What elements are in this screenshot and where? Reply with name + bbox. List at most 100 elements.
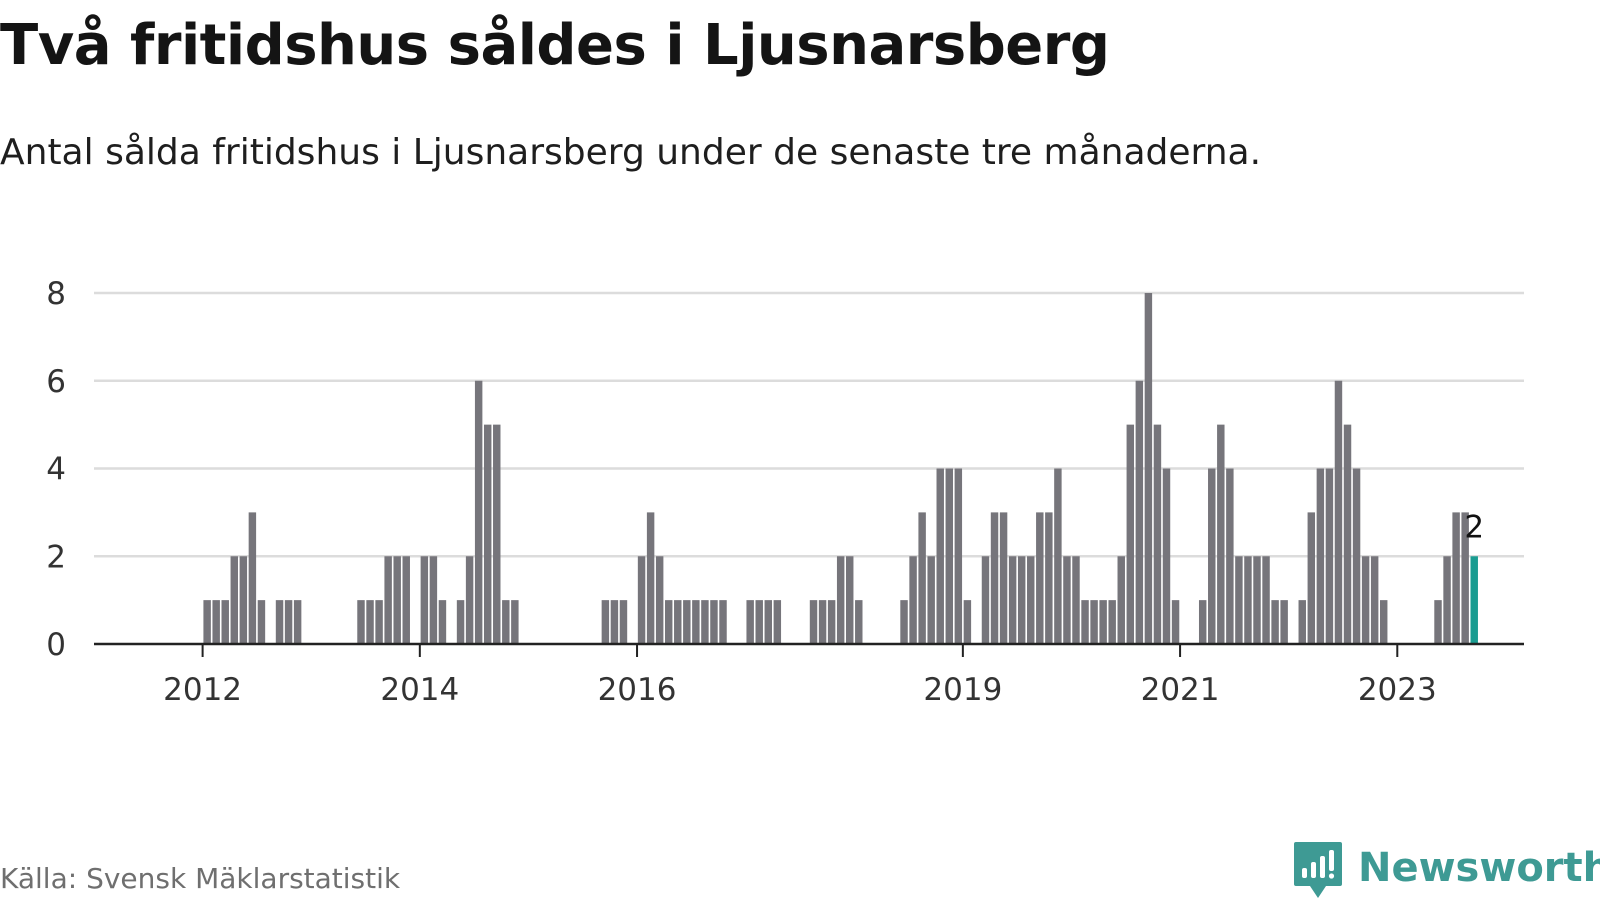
bar — [1054, 468, 1062, 644]
bar — [375, 600, 383, 645]
highlighted-bar — [1470, 556, 1478, 644]
bar — [1045, 512, 1053, 645]
bar — [1461, 512, 1469, 645]
bar — [619, 600, 628, 645]
bar — [1108, 600, 1116, 645]
y-tick-label: 8 — [46, 276, 66, 312]
bar — [936, 468, 944, 644]
bar — [701, 600, 709, 645]
bar — [493, 424, 501, 645]
brand: Newsworthy — [1292, 840, 1600, 900]
bar — [1361, 556, 1370, 644]
bar — [402, 556, 410, 644]
bar — [963, 600, 972, 645]
bar — [846, 556, 854, 644]
y-axis-tick-labels: 0 2 4 6 8 — [46, 276, 66, 663]
bar — [1063, 556, 1071, 644]
bar — [646, 512, 655, 645]
bar — [1153, 424, 1162, 645]
bar — [465, 556, 474, 644]
bar — [1316, 468, 1325, 644]
bar — [1126, 424, 1135, 645]
x-axis — [94, 642, 1524, 657]
y-tick-label: 4 — [46, 452, 66, 488]
source-note: Källa: Svensk Mäklarstatistik — [0, 862, 401, 895]
bar — [918, 512, 926, 645]
bar — [1090, 600, 1098, 645]
bar — [1008, 556, 1017, 644]
bar — [1226, 468, 1234, 644]
bar — [1081, 600, 1089, 645]
bar — [755, 600, 763, 645]
bar — [1135, 380, 1144, 644]
bar — [1379, 600, 1388, 645]
bar — [1271, 600, 1279, 645]
bar — [610, 600, 619, 645]
bar — [945, 468, 954, 644]
bar — [954, 468, 963, 644]
bar — [1017, 556, 1026, 644]
bar — [1099, 600, 1107, 645]
bar — [1244, 556, 1252, 644]
bar — [1198, 600, 1207, 645]
bar — [692, 600, 700, 645]
bar — [999, 512, 1008, 645]
bar — [1343, 424, 1352, 645]
x-tick-label: 2014 — [380, 672, 459, 708]
bar — [1262, 556, 1270, 644]
bar — [1253, 556, 1261, 644]
bar — [456, 600, 465, 645]
y-tick-label: 2 — [46, 539, 66, 575]
y-tick-label: 6 — [46, 364, 66, 400]
bar — [637, 556, 646, 644]
bar — [900, 600, 908, 645]
bar — [1334, 380, 1343, 644]
bar — [909, 556, 917, 644]
chart-title: Två fritidshus såldes i Ljusnarsberg — [0, 13, 1110, 78]
bar — [1307, 512, 1316, 645]
x-tick-label: 2012 — [163, 672, 242, 708]
bar — [438, 600, 447, 645]
bar — [230, 556, 239, 644]
bar — [420, 556, 429, 644]
bar — [1280, 600, 1288, 645]
bar — [1027, 556, 1035, 644]
bar — [1370, 556, 1379, 644]
x-tick-label: 2021 — [1141, 672, 1220, 708]
bar — [655, 556, 664, 644]
x-tick-label: 2023 — [1358, 672, 1437, 708]
bar — [393, 556, 401, 644]
bar — [927, 556, 935, 644]
bar — [1162, 468, 1171, 644]
bar — [1217, 424, 1225, 645]
bar — [212, 600, 220, 645]
bar — [710, 600, 718, 645]
bar — [1325, 468, 1334, 644]
bar — [1117, 556, 1125, 644]
bar — [511, 600, 519, 645]
bar — [275, 600, 284, 645]
x-tick-label: 2016 — [598, 672, 677, 708]
brand-name: Newsworthy — [1358, 845, 1600, 891]
bar — [502, 600, 510, 645]
bars — [203, 293, 1478, 645]
bar — [990, 512, 999, 645]
x-tick-label: 2019 — [923, 672, 1002, 708]
bar — [1171, 600, 1180, 645]
bar — [221, 600, 229, 645]
bar — [203, 600, 211, 645]
bar — [818, 600, 827, 645]
bar — [1036, 512, 1044, 645]
bar — [855, 600, 863, 645]
x-axis-tick-labels: 2012 2014 2016 2019 2021 2023 — [163, 672, 1437, 708]
bar — [664, 600, 673, 645]
y-tick-label: 0 — [46, 627, 66, 663]
bar — [764, 600, 772, 645]
bar-value-label: 2 — [1464, 509, 1484, 545]
bar — [1352, 468, 1361, 644]
bar — [1434, 600, 1442, 645]
newsworthy-chart-icon — [1294, 842, 1342, 898]
bar — [601, 600, 610, 645]
bar — [827, 600, 836, 645]
